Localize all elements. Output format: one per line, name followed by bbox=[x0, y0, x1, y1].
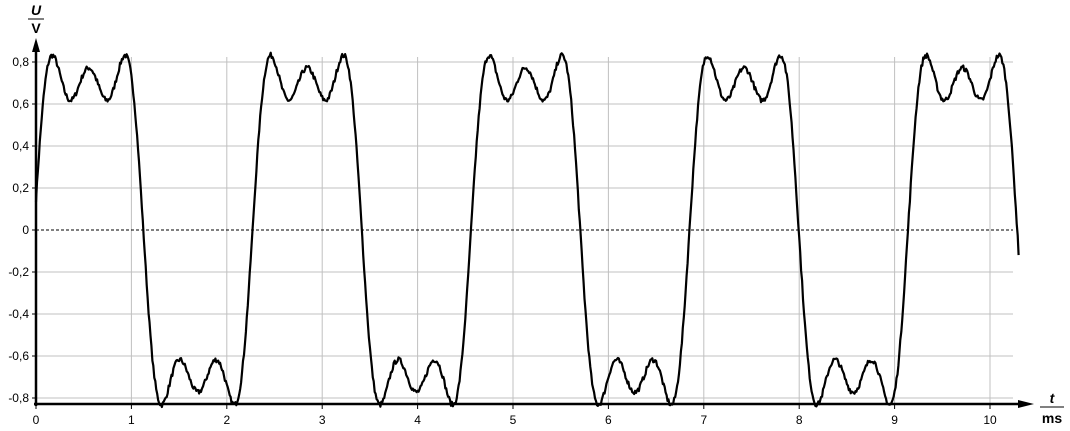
x-tick-label: 1 bbox=[128, 413, 135, 427]
x-tick-label: 5 bbox=[510, 413, 517, 427]
y-tick-label: 0,2 bbox=[12, 181, 29, 195]
y-tick-label: -0,2 bbox=[8, 265, 29, 279]
x-tick-label: 6 bbox=[605, 413, 612, 427]
y-tick-label: 0,8 bbox=[12, 55, 29, 69]
y-axis-unit: V bbox=[31, 20, 41, 36]
x-tick-label: 2 bbox=[223, 413, 230, 427]
y-axis-symbol: U bbox=[31, 2, 42, 18]
y-tick-label: 0,6 bbox=[12, 97, 29, 111]
signal-line bbox=[34, 51, 1020, 409]
x-tick-label: 3 bbox=[319, 413, 326, 427]
x-tick-labels: 0 1 2 3 4 5 6 7 8 9 10 bbox=[33, 404, 997, 427]
x-axis-arrow-icon bbox=[1018, 400, 1034, 408]
y-tick-label: -0,8 bbox=[8, 391, 29, 405]
x-axis-unit: ms bbox=[1042, 410, 1062, 426]
y-tick-label: 0 bbox=[22, 223, 29, 237]
y-axis-label: U V bbox=[28, 2, 44, 36]
x-tick-label: 10 bbox=[983, 413, 997, 427]
y-tick-label: -0,4 bbox=[8, 307, 29, 321]
y-tick-labels: 0,8 0,6 0,4 0,2 0 -0,2 -0,4 -0,6 -0,8 bbox=[8, 55, 36, 405]
x-tick-label: 8 bbox=[796, 413, 803, 427]
x-axis-symbol: t bbox=[1050, 390, 1056, 406]
x-axis-label: t ms bbox=[1040, 390, 1064, 426]
y-tick-label: -0,6 bbox=[8, 349, 29, 363]
axes bbox=[32, 38, 1034, 408]
grid bbox=[36, 57, 1013, 404]
x-tick-label: 4 bbox=[414, 413, 421, 427]
y-axis-arrow-icon bbox=[32, 38, 40, 52]
x-tick-label: 9 bbox=[891, 413, 898, 427]
x-tick-label: 0 bbox=[33, 413, 40, 427]
y-tick-label: 0,4 bbox=[12, 139, 29, 153]
x-tick-label: 7 bbox=[700, 413, 707, 427]
